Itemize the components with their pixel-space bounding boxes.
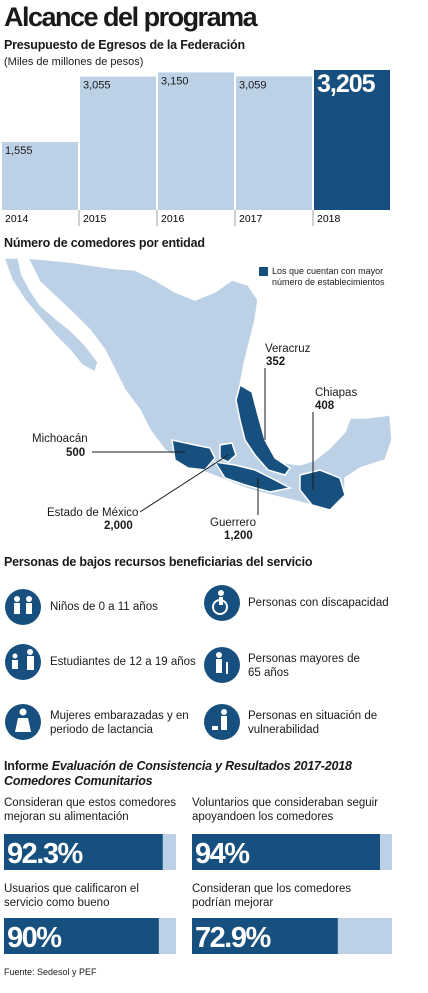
beneficiary: Personas con discapacidad	[248, 597, 389, 609]
x-tick-label: 2018	[317, 213, 341, 225]
state-name: Guerrero	[210, 517, 257, 529]
value-label: 1,555	[5, 145, 33, 157]
value-label: 3,055	[83, 80, 111, 92]
state-name: Michoacán	[32, 433, 88, 445]
x-tick-label: 2017	[239, 213, 263, 225]
bar	[314, 70, 390, 210]
value-label: 92.3%	[7, 838, 83, 870]
map-highlight	[299, 469, 346, 511]
callouts	[92, 368, 314, 515]
beneficiary: Estudiantes de 12 a 19 años	[50, 656, 196, 668]
beneficiary: Personas mayores de 65 años	[248, 653, 360, 679]
icon	[5, 644, 41, 680]
metric-label: Consideran que estos comedores mejoran s…	[4, 797, 176, 823]
icon	[204, 704, 240, 740]
state-value: 500	[66, 447, 86, 459]
beneficiary: Mujeres embarazadas y en periodo de lact…	[50, 710, 189, 736]
bar	[80, 76, 156, 210]
beneficiary: Niños de 0 a 11 años	[50, 601, 158, 613]
bar	[2, 142, 78, 210]
beneficiary: Personas en situación de vulnerabilidad	[248, 710, 378, 736]
title: Alcance del programa	[4, 2, 258, 32]
icon	[5, 704, 41, 740]
x-tick-label: 2016	[161, 213, 185, 225]
icon	[5, 589, 41, 625]
value-label: 3,205	[317, 70, 376, 98]
x-tick-label: 2015	[83, 213, 107, 225]
chart-subtitle: (Miles de millones de pesos)	[4, 56, 144, 68]
map-region	[26, 257, 393, 511]
value-label: 3,059	[239, 79, 267, 91]
map-region	[2, 257, 99, 374]
metric-label: Usuarios que calificaron el servicio com…	[4, 883, 139, 909]
legend-text: Los que cuentan con mayor número de esta…	[272, 266, 385, 287]
state-name: Veracruz	[265, 343, 311, 355]
report-title: Informe Evaluación de Consistencia y Res…	[4, 759, 384, 789]
callout-line	[139, 454, 229, 513]
state-value: 1,200	[224, 530, 253, 542]
report-prefix: Informe	[4, 759, 52, 773]
value-label: 90%	[7, 922, 62, 954]
icons	[5, 585, 240, 740]
icon	[204, 647, 240, 683]
metric-label: Voluntarios que consideraban seguir apoy…	[192, 797, 379, 823]
metric-label: Consideran que los comedores podrían mej…	[192, 883, 352, 909]
state-value: 408	[315, 400, 335, 412]
legend-swatch	[259, 267, 268, 276]
progress-bar	[192, 834, 380, 870]
x-tick-label: 2014	[5, 213, 29, 225]
map-highlight	[171, 439, 216, 471]
map-title: Número de comedores por entidad	[4, 236, 205, 250]
value-label: 94%	[195, 838, 250, 870]
state-name: Estado de México	[47, 507, 139, 519]
progress-bar	[4, 918, 159, 954]
progress-bar	[4, 834, 163, 870]
bar	[158, 72, 234, 210]
bar	[236, 76, 312, 210]
map-highlight	[213, 461, 293, 493]
report-name: Evaluación de Consistencia y Resultados …	[4, 759, 352, 788]
value-label: 3,150	[161, 75, 189, 87]
section-title: Personas de bajos recursos beneficiarias…	[4, 555, 313, 569]
value-label: 72.9%	[195, 922, 271, 954]
state-value: 2,000	[104, 520, 133, 532]
chart-title: Presupuesto de Egresos de la Federación	[4, 38, 245, 52]
icon	[204, 585, 240, 621]
map	[2, 257, 393, 511]
progress-bar	[192, 918, 338, 954]
state-name: Chiapas	[315, 387, 358, 399]
source: Fuente: Sedesol y PEF	[4, 967, 97, 977]
state-value: 352	[266, 356, 286, 368]
map-highlight	[235, 383, 292, 476]
